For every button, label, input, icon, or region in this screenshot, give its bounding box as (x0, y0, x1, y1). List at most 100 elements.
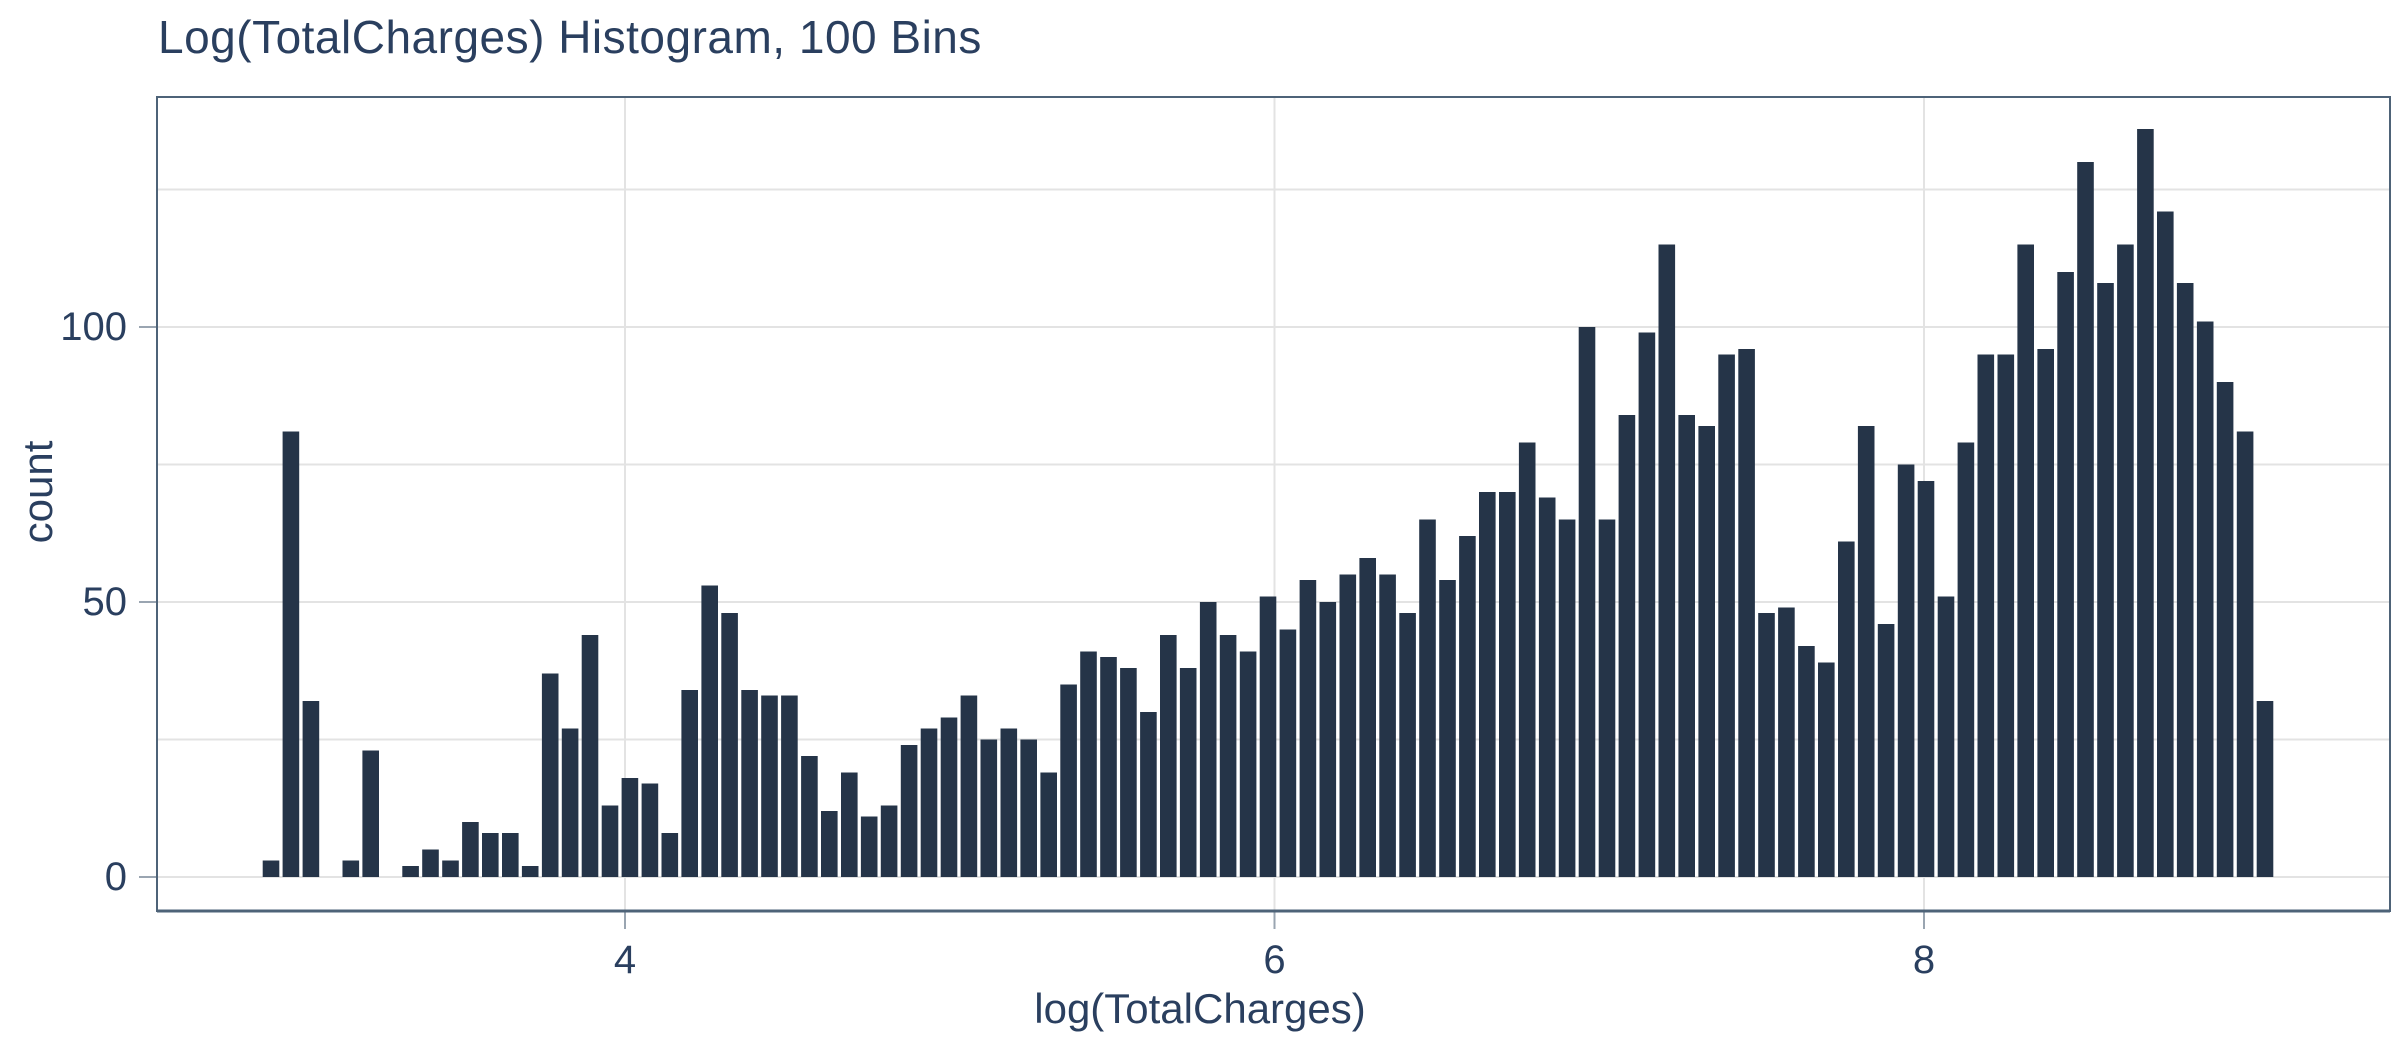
histogram-bar[interactable] (900, 745, 918, 877)
histogram-bar[interactable] (1439, 580, 1456, 877)
histogram-bar[interactable] (1877, 624, 1895, 877)
histogram-bar[interactable] (1778, 607, 1795, 878)
histogram-bar[interactable] (721, 613, 738, 877)
histogram-bar[interactable] (960, 695, 978, 878)
histogram-bar[interactable] (1299, 580, 1317, 877)
histogram-bar[interactable] (2196, 321, 2214, 878)
histogram-bar[interactable] (1160, 635, 1177, 877)
histogram-bar[interactable] (2017, 244, 2034, 878)
histogram-bar[interactable] (581, 635, 599, 877)
histogram-bar[interactable] (781, 695, 798, 878)
histogram-bar[interactable] (1917, 481, 1935, 877)
histogram-bar[interactable] (561, 728, 579, 878)
histogram-bar[interactable] (601, 805, 619, 878)
histogram-bar[interactable] (282, 431, 300, 878)
histogram-bar[interactable] (2157, 211, 2174, 878)
histogram-bar[interactable] (920, 728, 938, 878)
histogram-bar[interactable] (1140, 712, 1157, 877)
histogram-bar[interactable] (482, 833, 499, 877)
histogram-bar[interactable] (1798, 646, 1815, 877)
histogram-bar[interactable] (502, 833, 519, 877)
histogram-bar[interactable] (2037, 349, 2054, 877)
histogram-bar[interactable] (681, 690, 698, 877)
histogram-bar[interactable] (621, 778, 639, 877)
histogram-bar[interactable] (1977, 354, 1995, 878)
histogram-bar[interactable] (880, 805, 898, 878)
histogram-bar[interactable] (1399, 613, 1416, 877)
histogram-bar[interactable] (1538, 497, 1556, 878)
x-tick-label: 8 (1913, 938, 1935, 982)
histogram-bar[interactable] (1518, 442, 1536, 878)
histogram-bar[interactable] (1359, 558, 1376, 877)
histogram-bar[interactable] (521, 866, 539, 877)
histogram-bar[interactable] (1479, 492, 1496, 877)
histogram-bar[interactable] (1937, 596, 1955, 878)
histogram-bar[interactable] (1618, 415, 1636, 877)
histogram-bar[interactable] (841, 772, 858, 878)
histogram-bar[interactable] (1379, 574, 1396, 878)
histogram-bar[interactable] (2236, 431, 2254, 878)
histogram-bar[interactable] (2176, 283, 2194, 877)
histogram-bar[interactable] (342, 860, 360, 878)
histogram-bar[interactable] (1758, 613, 1775, 877)
histogram-bar[interactable] (2097, 283, 2114, 877)
histogram-bar[interactable] (1957, 442, 1975, 878)
histogram-bar[interactable] (1997, 354, 2015, 878)
histogram-bar[interactable] (2077, 162, 2094, 877)
histogram-bar[interactable] (442, 860, 459, 878)
histogram-bar[interactable] (2256, 701, 2274, 877)
histogram-bar[interactable] (422, 849, 439, 878)
histogram-bar[interactable] (462, 822, 479, 877)
histogram-bar[interactable] (302, 701, 320, 877)
histogram-bar[interactable] (2137, 129, 2154, 877)
histogram-bar[interactable] (980, 739, 998, 878)
histogram-bar[interactable] (1838, 541, 1855, 878)
histogram-bar[interactable] (1020, 739, 1037, 878)
histogram-bar[interactable] (402, 866, 419, 877)
histogram-bar[interactable] (1598, 519, 1616, 878)
histogram-bar[interactable] (262, 860, 280, 878)
histogram-bar[interactable] (1279, 629, 1297, 878)
histogram-bar[interactable] (1738, 349, 1755, 877)
histogram-bar[interactable] (1459, 536, 1476, 877)
histogram-bar[interactable] (701, 585, 718, 878)
histogram-bar[interactable] (1638, 332, 1656, 878)
histogram-bar[interactable] (541, 673, 559, 878)
histogram-bar[interactable] (641, 783, 659, 878)
histogram-bar[interactable] (1678, 415, 1695, 877)
histogram-bar[interactable] (821, 811, 838, 877)
histogram-bar[interactable] (1578, 327, 1596, 877)
histogram-bar[interactable] (741, 690, 758, 877)
histogram-bar[interactable] (1698, 426, 1715, 877)
histogram-bar[interactable] (1060, 684, 1077, 878)
histogram-bar[interactable] (2216, 382, 2234, 877)
histogram-bar[interactable] (362, 750, 379, 878)
histogram-bar[interactable] (1857, 426, 1875, 877)
histogram-bar[interactable] (1558, 519, 1576, 878)
histogram-bar[interactable] (1339, 574, 1357, 878)
histogram-bar[interactable] (1718, 354, 1735, 878)
histogram-bar[interactable] (801, 756, 818, 877)
histogram-bar[interactable] (1419, 519, 1436, 878)
histogram-bar[interactable] (2057, 272, 2074, 877)
histogram-bar[interactable] (1239, 651, 1257, 878)
histogram-bar[interactable] (860, 816, 878, 878)
histogram-bar[interactable] (1897, 464, 1915, 878)
histogram-bar[interactable] (1818, 662, 1835, 878)
histogram-bar[interactable] (761, 695, 778, 878)
histogram-bar[interactable] (1000, 728, 1018, 878)
histogram-bar[interactable] (1199, 602, 1217, 877)
histogram-bar[interactable] (1658, 244, 1676, 878)
histogram-bar[interactable] (940, 717, 958, 878)
histogram-bar[interactable] (661, 833, 679, 877)
histogram-bar[interactable] (2117, 244, 2134, 878)
histogram-bar[interactable] (1319, 602, 1337, 877)
histogram-bar[interactable] (1080, 651, 1097, 878)
histogram-bar[interactable] (1259, 596, 1277, 878)
histogram-bar[interactable] (1120, 668, 1137, 877)
histogram-bar[interactable] (1100, 657, 1117, 877)
histogram-bar[interactable] (1040, 772, 1057, 878)
histogram-bar[interactable] (1179, 668, 1197, 877)
histogram-bar[interactable] (1219, 635, 1237, 877)
histogram-bar[interactable] (1499, 492, 1516, 877)
